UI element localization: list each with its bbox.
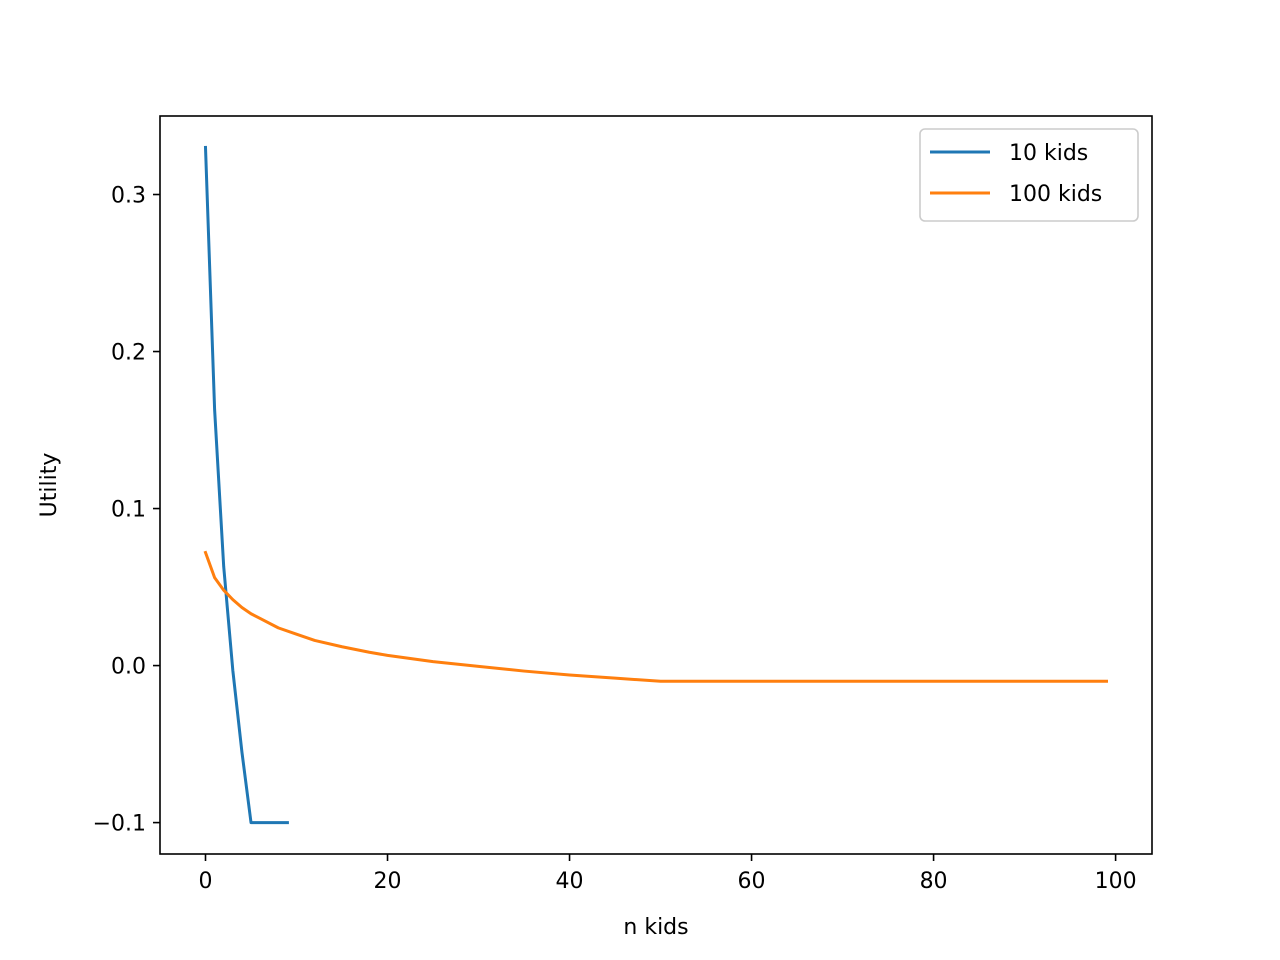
y-tick-label: −0.1 — [93, 812, 146, 837]
series-line-2 — [203, 550, 1108, 683]
x-tick-label: 40 — [556, 869, 584, 894]
x-tick-label: 60 — [738, 869, 766, 894]
x-axis-label: n kids — [623, 915, 688, 940]
y-axis-label: Utility — [37, 453, 62, 518]
series-line-1 — [203, 145, 289, 825]
legend: 10 kids 100 kids — [919, 128, 1139, 222]
legend-label: 10 kids — [1009, 141, 1088, 166]
x-axis-ticks: 0 20 40 60 80 100 — [199, 854, 1137, 894]
y-tick-label: 0.0 — [111, 655, 146, 680]
plot-area-frame — [159, 115, 1153, 855]
x-tick-label: 80 — [920, 869, 948, 894]
legend-label: 100 kids — [1009, 182, 1102, 207]
x-tick-label: 100 — [1095, 869, 1137, 894]
x-tick-label: 20 — [374, 869, 402, 894]
series-layer — [203, 145, 1108, 825]
y-tick-label: 0.3 — [111, 184, 146, 209]
y-axis-ticks: −0.1 0.0 0.1 0.2 0.3 — [93, 184, 160, 837]
x-tick-label: 0 — [199, 869, 213, 894]
y-tick-label: 0.1 — [111, 498, 146, 523]
y-tick-label: 0.2 — [111, 341, 146, 366]
